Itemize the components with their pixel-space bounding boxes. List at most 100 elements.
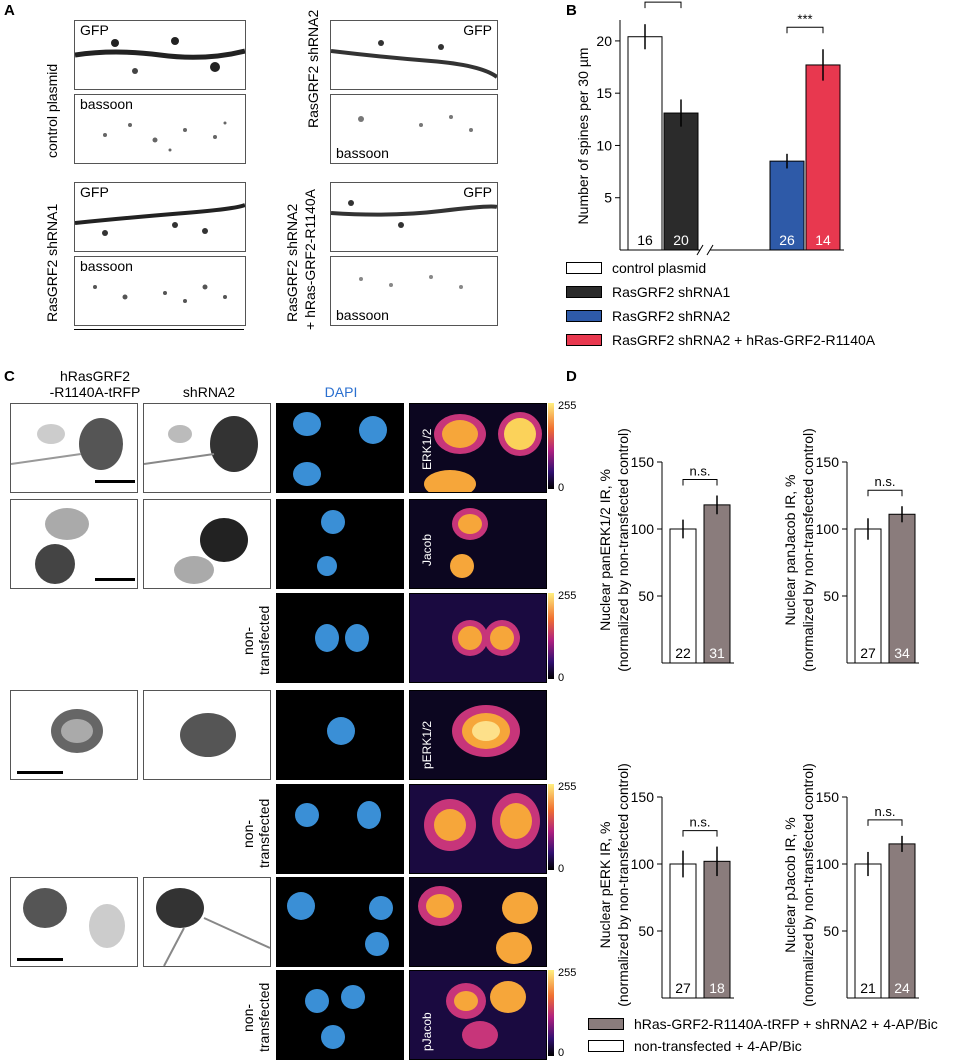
bar-n-label: 18 <box>709 980 725 996</box>
panel-letter-a: A <box>4 2 15 19</box>
significance-bracket <box>867 819 903 826</box>
label-gfp: GFP <box>80 22 109 38</box>
rfp-image-jacob <box>10 499 138 589</box>
legend-d-item-0: hRas-GRF2-R1140A-tRFP + shRNA2 + 4-AP/Bi… <box>588 1016 938 1032</box>
nuclei-drawing <box>293 412 387 486</box>
col-header-dapi: DAPI <box>324 384 358 400</box>
label-bassoon: bassoon <box>336 145 389 161</box>
legend-b-item-2: RasGRF2 shRNA2 <box>566 308 730 324</box>
scale-bar <box>74 329 244 330</box>
bar-n-label: 27 <box>675 980 691 996</box>
bar <box>703 860 731 999</box>
gfp-image-shrna1: GFP <box>74 182 246 252</box>
significance-label: n.s. <box>690 464 711 479</box>
heatmap-image-pjacob <box>409 877 547 967</box>
y-tick-label: 100 <box>631 856 655 872</box>
colorbar-min: 0 <box>558 863 565 875</box>
shrna-image-pjacob <box>143 877 271 967</box>
colorbar-min: 0 <box>558 1047 565 1059</box>
legend-label: non-transfected + 4-AP/Bic <box>634 1038 802 1054</box>
bar-n-label: 26 <box>779 232 795 248</box>
cell-drawing <box>156 888 270 966</box>
label-erk: ERK1/2 <box>420 428 434 470</box>
legend-label: RasGRF2 shRNA2 <box>612 308 731 324</box>
label-transfected: transfected <box>256 605 272 675</box>
label-shrna2-rescue-line1: RasGRF2 shRNA2 <box>284 203 300 322</box>
heatmap-image-jacob: Jacob <box>409 499 547 589</box>
colorbar-max: 255 <box>558 967 577 979</box>
legend-d-item-1: non-transfected + 4-AP/Bic <box>588 1038 802 1054</box>
legend-label: hRas-GRF2-R1140A-tRFP + shRNA2 + 4-AP/Bi… <box>634 1016 938 1032</box>
nuclei-drawing <box>327 717 355 745</box>
y-tick-label: 50 <box>638 923 654 939</box>
bar-n-label: 20 <box>673 232 689 248</box>
bar <box>627 36 663 251</box>
scale-bar <box>17 958 63 961</box>
cell-drawing <box>180 713 236 757</box>
label-bassoon: bassoon <box>336 307 389 323</box>
scale-bar <box>95 578 135 581</box>
legend-label: control plasmid <box>612 260 707 276</box>
gfp-image-rescue: GFP <box>330 182 498 252</box>
y-axis-label: Nuclear panERK1/2 IR, % <box>597 469 613 631</box>
panel-letter-d: D <box>566 368 577 385</box>
puncta-drawing <box>93 284 227 303</box>
bar <box>888 843 916 999</box>
scale-bar <box>17 771 63 774</box>
dapi-image-nontr-jacob <box>276 593 404 683</box>
significance-bracket <box>644 1 682 9</box>
legend-swatch <box>566 334 602 346</box>
heatmap-image-nontr-perk <box>409 784 547 874</box>
heatmap-drawing <box>410 785 546 873</box>
legend-swatch <box>566 262 602 274</box>
legend-swatch <box>566 286 602 298</box>
y-tick-label: 150 <box>816 454 840 470</box>
y-axis-label: Number of spines per 30 µm <box>575 48 591 225</box>
label-gfp: GFP <box>463 22 492 38</box>
label-non: non- <box>240 626 256 655</box>
dapi-image-nontr-pjacob <box>276 970 404 1060</box>
significance-bracket <box>867 489 903 497</box>
cell-drawing <box>11 418 123 470</box>
bar-n-label: 22 <box>675 645 691 661</box>
panel-letter-c: C <box>4 368 15 385</box>
heatmap-drawing <box>410 594 546 682</box>
heatmap-drawing <box>410 404 546 492</box>
y-tick-label: 50 <box>823 588 839 604</box>
dapi-image-nontr-perk <box>276 784 404 874</box>
bassoon-image-shrna1: bassoon <box>74 256 246 326</box>
colorbar <box>548 403 554 489</box>
rfp-image-perk <box>10 690 138 780</box>
label-gfp: GFP <box>463 184 492 200</box>
chart-d1: 50 100 150 22 31 n.s. Nuclear panERK1/2 IR, %(… <box>597 428 734 672</box>
y-tick-label: 150 <box>631 789 655 805</box>
bar-n-label: 24 <box>894 980 910 996</box>
gfp-image-shrna2: GFP <box>330 20 498 90</box>
dendrite-drawing <box>75 37 245 74</box>
heatmap-image-perk: pERK1/2 <box>409 690 547 780</box>
label-perk: pERK1/2 <box>420 720 434 769</box>
y-tick-label: 20 <box>596 33 612 49</box>
puncta-drawing <box>103 121 227 152</box>
chart-d3: 50 100 150 27 18 n.s. Nuclear pERK IR, % (norma… <box>597 763 734 1007</box>
col-header-rfp-line1: hRasGRF2 <box>59 368 131 384</box>
label-shrna2: RasGRF2 shRNA2 <box>305 9 321 128</box>
heatmap-image-nontr-pjacob: pJacob <box>409 970 547 1060</box>
label-jacob: Jacob <box>420 533 434 566</box>
dendrite-drawing <box>331 200 497 228</box>
y-axis-label-sub: (normalized by non-transfected control) <box>615 763 631 1007</box>
heatmap-image-erk: ERK1/2 <box>409 403 547 493</box>
rfp-image-pjacob <box>10 877 138 967</box>
y-axis-label: Nuclear panJacob IR, % <box>782 475 798 626</box>
chart-d2: 50 100 150 27 34 n.s. Nuclear panJacob IR, % (n… <box>782 428 919 672</box>
bar <box>669 863 697 999</box>
bar-n-label: 21 <box>860 980 876 996</box>
bar <box>669 528 697 664</box>
colorbar-max: 255 <box>558 400 577 412</box>
significance-label: n.s. <box>875 474 896 489</box>
nuclei-drawing <box>315 624 369 652</box>
y-tick-label: 100 <box>816 856 840 872</box>
colorbar-min: 0 <box>558 482 565 494</box>
y-tick-label: 100 <box>631 521 655 537</box>
y-tick-label: 100 <box>816 521 840 537</box>
